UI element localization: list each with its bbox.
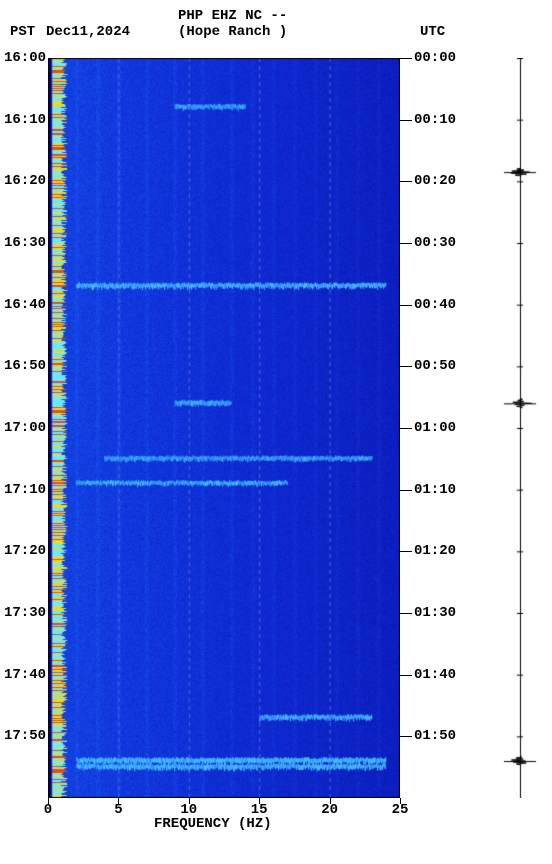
- ytick-mark: [400, 551, 412, 552]
- ytick-right: 00:00: [414, 50, 464, 66]
- spectrogram-plot: [48, 58, 400, 798]
- ytick-mark: [400, 120, 412, 121]
- xtick: 15: [244, 802, 274, 818]
- ytick-right: 00:20: [414, 173, 464, 189]
- ytick-mark: [400, 675, 412, 676]
- ytick-right: 00:40: [414, 297, 464, 313]
- ytick-mark: [400, 58, 412, 59]
- ytick-mark: [400, 490, 412, 491]
- ytick-left: 17:30: [0, 605, 46, 621]
- ytick-left: 16:40: [0, 297, 46, 313]
- xtick-mark: [400, 798, 401, 804]
- ytick-mark: [400, 428, 412, 429]
- ytick-left: 17:10: [0, 482, 46, 498]
- ytick-right: 01:00: [414, 420, 464, 436]
- ytick-right: 01:10: [414, 482, 464, 498]
- ytick-mark: [400, 305, 412, 306]
- ytick-mark: [400, 243, 412, 244]
- ytick-right: 00:30: [414, 235, 464, 251]
- ytick-right: 01:40: [414, 667, 464, 683]
- xtick: 10: [174, 802, 204, 818]
- xtick-mark: [118, 798, 119, 804]
- side-seismic-trace: [502, 58, 538, 798]
- xtick: 25: [385, 802, 415, 818]
- ytick-mark: [400, 366, 412, 367]
- ytick-left: 16:20: [0, 173, 46, 189]
- xtick: 20: [315, 802, 345, 818]
- date-label: Dec11,2024: [46, 24, 130, 40]
- xtick-mark: [259, 798, 260, 804]
- ytick-mark: [400, 736, 412, 737]
- ytick-right: 01:20: [414, 543, 464, 559]
- ytick-right: 01:50: [414, 728, 464, 744]
- xtick-mark: [189, 798, 190, 804]
- ytick-right: 00:50: [414, 358, 464, 374]
- ytick-left: 16:10: [0, 112, 46, 128]
- tz-right-label: UTC: [420, 24, 445, 40]
- xtick-mark: [330, 798, 331, 804]
- ytick-left: 17:50: [0, 728, 46, 744]
- ytick-left: 17:20: [0, 543, 46, 559]
- ytick-mark: [400, 613, 412, 614]
- ytick-left: 17:40: [0, 667, 46, 683]
- tz-left-label: PST: [10, 24, 35, 40]
- ytick-mark: [400, 181, 412, 182]
- station-line2: (Hope Ranch ): [178, 24, 287, 40]
- ytick-right: 01:30: [414, 605, 464, 621]
- xtick: 0: [33, 802, 63, 818]
- station-line1: PHP EHZ NC --: [178, 8, 287, 24]
- ytick-right: 00:10: [414, 112, 464, 128]
- ytick-left: 16:00: [0, 50, 46, 66]
- ytick-left: 17:00: [0, 420, 46, 436]
- xtick-mark: [48, 798, 49, 804]
- x-axis-title: FREQUENCY (HZ): [154, 816, 272, 832]
- ytick-left: 16:30: [0, 235, 46, 251]
- xtick: 5: [103, 802, 133, 818]
- ytick-left: 16:50: [0, 358, 46, 374]
